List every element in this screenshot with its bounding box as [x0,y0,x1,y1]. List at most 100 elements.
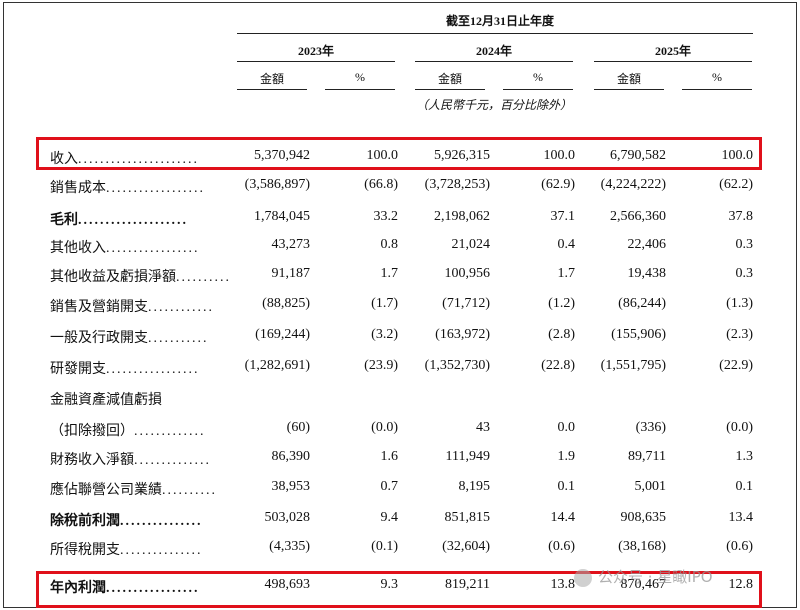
row-label: 金融資產減值虧損 [50,393,162,408]
percent-cell: 9.3 [380,577,399,592]
row-label: 研發開支................. [50,362,200,377]
percent-cell: (1.3) [726,296,753,311]
row-label: 除稅前利潤............... [50,514,203,529]
col-amount-2023: 金額 [259,72,284,86]
row-label: 所得稅開支............... [50,543,203,558]
amount-cell: 100,956 [444,266,491,281]
col-pct-2024: % [533,70,543,84]
percent-cell: 100.0 [366,148,399,163]
year-2023: 2023年 [297,44,334,58]
watermark: 公众号 · 星瞰IPO [574,566,713,587]
percent-cell: (22.9) [719,358,753,373]
percent-cell: (22.8) [541,358,575,373]
amount-cell: 43 [476,420,490,435]
row-label: 其他收益及虧損淨額.......... [50,270,231,285]
percent-cell: 0.0 [557,420,576,435]
year-2025: 2025年 [654,44,691,58]
amount-cell: 819,211 [445,577,490,592]
amount-cell: 5,926,315 [434,148,490,163]
row-label: （扣除撥回）............. [50,424,206,439]
percent-cell: 1.6 [380,449,399,464]
table-row: 年內利潤................. 498,693 9.3 819,211 13… [0,577,800,599]
profit-highlight [36,571,762,608]
col-amount-2024: 金額 [437,72,462,86]
table-row: 研發開支................. (1,282,691) (23.9) (1… [0,358,800,380]
percent-cell: (0.1) [371,539,398,554]
table-row: 銷售及營銷開支............ (88,825) (1.7) (71,712)… [0,296,800,318]
percent-cell: (62.2) [719,177,753,192]
percent-cell: 14.4 [550,510,576,525]
row-label: 年內利潤................. [50,581,200,596]
percent-cell: (0.6) [548,539,575,554]
col-rule [594,89,664,90]
percent-cell: (23.9) [364,358,398,373]
percent-cell: 1.3 [735,449,754,464]
amount-cell: (3,586,897) [244,177,310,192]
row-label: 一般及行政開支........... [50,331,209,346]
percent-cell: 0.3 [735,266,754,281]
row-label: 銷售及營銷開支............ [50,300,214,315]
year-rule-2025 [594,61,752,62]
amount-cell: (4,224,222) [600,177,666,192]
percent-cell: (0.0) [726,420,753,435]
amount-cell: 851,815 [444,510,491,525]
percent-cell: 37.8 [728,209,754,224]
percent-cell: 0.1 [735,479,754,494]
table-row: 應佔聯營公司業績.......... 38,953 0.7 8,195 0.1 5,001… [0,479,800,501]
amount-cell: 1,784,045 [254,209,310,224]
percent-cell: (1.2) [548,296,575,311]
percent-cell: 1.7 [557,266,576,281]
percent-cell: 100.0 [721,148,754,163]
amount-cell: (3,728,253) [424,177,490,192]
amount-cell: 43,273 [271,237,311,252]
amount-cell: (169,244) [255,327,310,342]
revenue-highlight [36,137,762,170]
amount-cell: (38,168) [618,539,666,554]
percent-cell: 13.8 [550,577,576,592]
amount-cell: (60) [286,420,310,435]
amount-cell: 19,438 [627,266,667,281]
percent-cell: (3.2) [371,327,398,342]
amount-cell: 89,711 [628,449,666,464]
table-row: 除稅前利潤............... 503,028 9.4 851,815 14.… [0,510,800,532]
row-label: 財務收入淨額.............. [50,453,211,468]
percent-cell: 33.2 [373,209,399,224]
amount-cell: (1,282,691) [244,358,310,373]
amount-cell: (88,825) [262,296,310,311]
amount-cell: 8,195 [458,479,491,494]
col-pct-2023: % [355,70,365,84]
amount-cell: 498,693 [264,577,311,592]
row-label: 銷售成本.................. [50,181,205,196]
wechat-icon [574,568,592,587]
col-rule [503,89,573,90]
row-label: 收入...................... [50,152,199,167]
percent-cell: 0.1 [557,479,576,494]
col-rule [415,89,485,90]
amount-cell: 111,949 [445,449,490,464]
amount-cell: 2,566,360 [610,209,666,224]
col-rule [682,89,752,90]
col-rule [325,89,395,90]
percent-cell: 0.8 [380,237,399,252]
unit-note: （人民幣千元，百分比除外） [415,98,572,112]
col-rule [237,89,307,90]
table-row: 金融資產減值虧損 [0,389,800,411]
percent-cell: (0.6) [726,539,753,554]
amount-cell: 22,406 [627,237,667,252]
percent-cell: 0.4 [557,237,576,252]
table-row: 收入...................... 5,370,942 100.0 5,… [0,148,800,170]
percent-cell: 0.3 [735,237,754,252]
amount-cell: (32,604) [442,539,490,554]
amount-cell: 6,790,582 [610,148,666,163]
table-row: 銷售成本.................. (3,586,897) (66.8) (… [0,177,800,199]
percent-cell: 1.9 [557,449,576,464]
amount-cell: 908,635 [620,510,667,525]
percent-cell: 100.0 [543,148,576,163]
percent-cell: 37.1 [550,209,576,224]
year-rule-2023 [237,61,395,62]
table-row: 其他收益及虧損淨額.......... 91,187 1.7 100,956 1.7 19… [0,266,800,288]
amount-cell: (1,551,795) [600,358,666,373]
table-row: 所得稅開支............... (4,335) (0.1) (32,604)… [0,539,800,561]
amount-cell: 870,467 [620,577,667,592]
amount-cell: (86,244) [618,296,666,311]
